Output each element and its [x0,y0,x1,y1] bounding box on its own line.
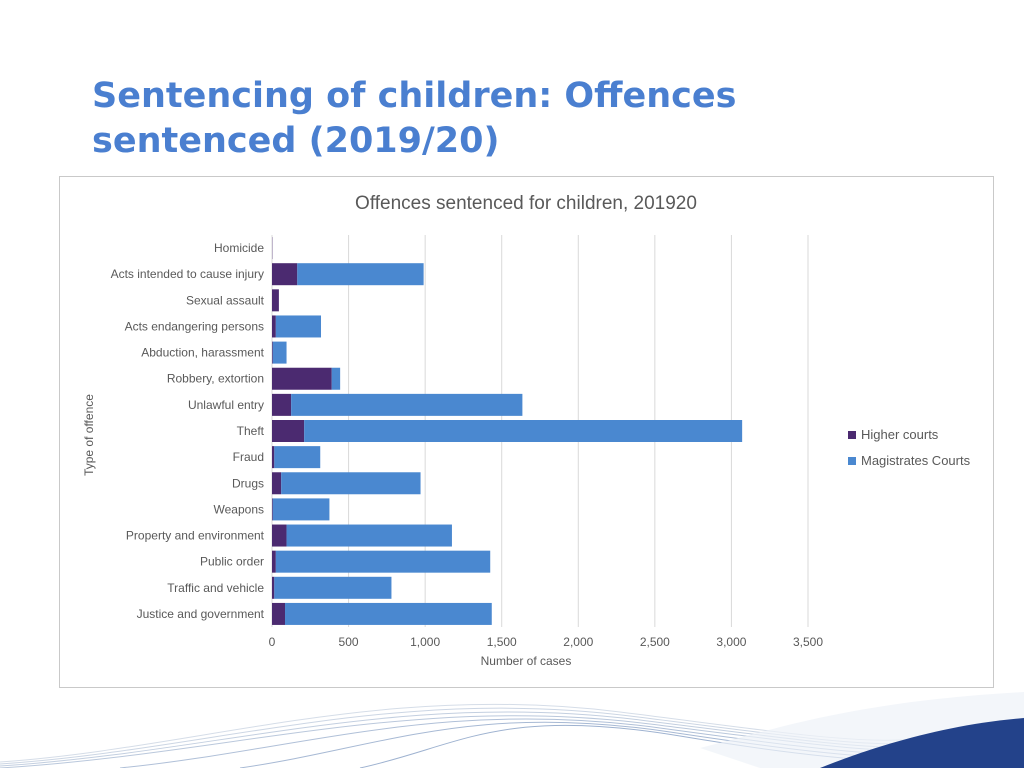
slide-title-line-1: Sentencing of children: Offences [92,76,737,116]
y-category-label: Public order [200,555,264,569]
x-tick-label: 2,000 [563,635,593,649]
y-category-label: Acts endangering persons [125,319,264,333]
slide-title-line-2: sentenced (2019/20) [92,121,500,161]
bar-higher-courts [272,550,276,573]
bar-magistrates-courts [274,446,321,469]
bar-higher-courts [272,420,305,442]
bar-magistrates-courts [272,341,287,364]
x-tick-label: 1,000 [410,635,440,649]
y-category-label: Sexual assault [186,293,265,307]
bar-magistrates-courts [297,263,424,286]
x-tick-label: 3,500 [793,635,823,649]
slide-title: Sentencing of children: Offences sentenc… [92,74,812,164]
y-category-label: Homicide [214,241,264,255]
y-category-label: Abduction, harassment [141,346,264,360]
x-axis-title: Number of cases [481,654,572,668]
bar-higher-courts [272,315,276,338]
bar-magistrates-courts [331,367,341,390]
y-category-label: Unlawful entry [188,398,264,412]
legend-label: Higher courts [861,427,939,442]
y-category-label: Traffic and vehicle [167,581,264,595]
legend-swatch [848,457,856,465]
bar-higher-courts [272,341,273,364]
bar-chart: Offences sentenced for children, 201920 0… [82,193,971,668]
bar-magistrates-courts [281,472,421,495]
bar-magistrates-courts [304,420,743,442]
bar-higher-courts [272,263,298,286]
chart-title: Offences sentenced for children, 201920 [355,193,697,214]
x-tick-label: 1,500 [487,635,517,649]
legend-swatch [848,431,856,439]
x-tick-label: 0 [269,635,276,649]
bar-magistrates-courts [286,524,452,547]
bar-higher-courts [272,472,282,495]
bar-magistrates-courts [272,498,330,521]
bar-higher-courts [272,524,287,547]
bar-magistrates-courts [275,315,322,338]
decorative-wave-graphic [0,692,1024,768]
bar-higher-courts [272,289,279,312]
bar-higher-courts [272,498,273,521]
y-category-label: Robbery, extortion [167,372,264,386]
y-category-label: Fraud [233,450,264,464]
bar-higher-courts [272,576,275,599]
bar-magistrates-courts [274,576,392,599]
bar-higher-courts [272,602,286,625]
y-category-label: Justice and government [137,607,265,621]
x-tick-label: 3,000 [716,635,746,649]
y-category-label: Theft [237,424,265,438]
y-category-label: Weapons [214,502,264,516]
y-category-label: Drugs [232,476,264,490]
y-category-label: Acts intended to cause injury [111,267,264,281]
bar-higher-courts [272,446,275,469]
y-category-label: Property and environment [126,529,265,543]
bar-higher-courts [272,393,292,416]
bar-magistrates-courts [285,602,492,625]
x-tick-label: 500 [339,635,359,649]
y-axis-title: Type of offence [82,394,96,476]
bar-magistrates-courts [291,393,523,416]
x-tick-label: 2,500 [640,635,670,649]
bar-higher-courts [272,367,332,390]
chart-frame: Offences sentenced for children, 201920 0… [59,176,994,688]
bar-magistrates-courts [275,550,491,573]
legend-label: Magistrates Courts [861,453,971,468]
